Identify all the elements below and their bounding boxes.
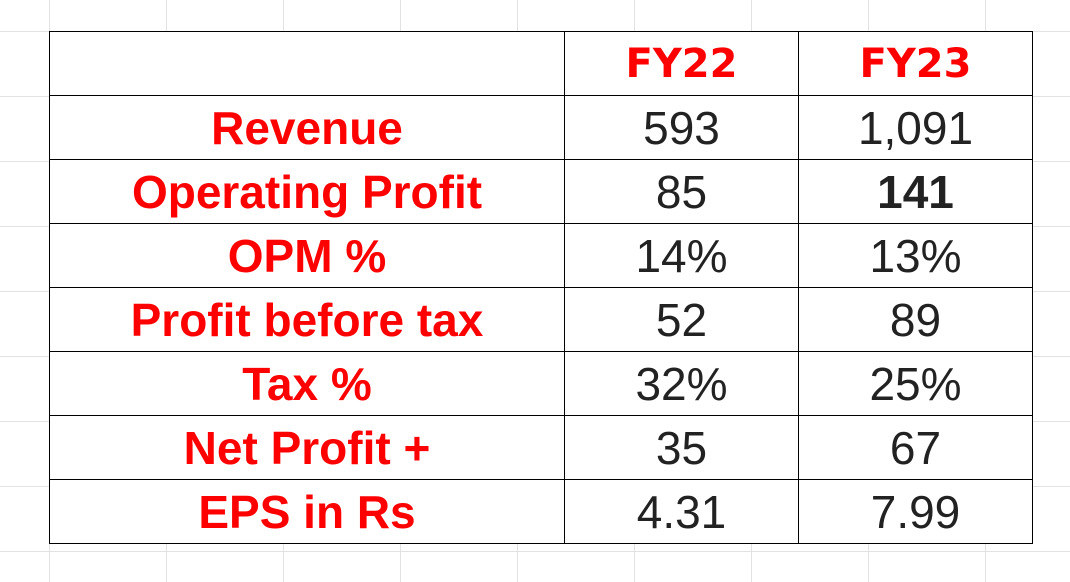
cell-net-profit-fy22[interactable]: 35 <box>564 415 799 480</box>
row-label-profit-before-tax[interactable]: Profit before tax <box>49 287 565 352</box>
cell-net-profit-fy23[interactable]: 67 <box>798 415 1033 480</box>
cell-operating-profit-fy22[interactable]: 85 <box>564 159 799 224</box>
table-row-net-profit: Net Profit + 35 67 <box>49 415 1033 480</box>
table-row-operating-profit: Operating Profit 85 141 <box>49 159 1033 224</box>
financial-summary-table: FY22 FY23 Revenue 593 1,091 Operating Pr… <box>49 31 1033 544</box>
header-row: FY22 FY23 <box>49 31 1033 96</box>
cell-eps-fy23[interactable]: 7.99 <box>798 479 1033 544</box>
table-row-profit-before-tax: Profit before tax 52 89 <box>49 287 1033 352</box>
table-row-eps: EPS in Rs 4.31 7.99 <box>49 479 1033 544</box>
header-fy23[interactable]: FY23 <box>798 31 1033 96</box>
row-label-operating-profit[interactable]: Operating Profit <box>49 159 565 224</box>
cell-profit-before-tax-fy23[interactable]: 89 <box>798 287 1033 352</box>
header-fy22[interactable]: FY22 <box>564 31 799 96</box>
row-label-opm[interactable]: OPM % <box>49 223 565 288</box>
cell-tax-fy22[interactable]: 32% <box>564 351 799 416</box>
cell-revenue-fy23[interactable]: 1,091 <box>798 95 1033 160</box>
cell-tax-fy23[interactable]: 25% <box>798 351 1033 416</box>
table-row-revenue: Revenue 593 1,091 <box>49 95 1033 160</box>
table-row-tax: Tax % 32% 25% <box>49 351 1033 416</box>
cell-eps-fy22[interactable]: 4.31 <box>564 479 799 544</box>
cell-revenue-fy22[interactable]: 593 <box>564 95 799 160</box>
header-blank-cell[interactable] <box>49 31 565 96</box>
cell-profit-before-tax-fy22[interactable]: 52 <box>564 287 799 352</box>
row-label-tax[interactable]: Tax % <box>49 351 565 416</box>
row-label-revenue[interactable]: Revenue <box>49 95 565 160</box>
cell-opm-fy22[interactable]: 14% <box>564 223 799 288</box>
cell-operating-profit-fy23[interactable]: 141 <box>798 159 1033 224</box>
row-label-eps[interactable]: EPS in Rs <box>49 479 565 544</box>
cell-opm-fy23[interactable]: 13% <box>798 223 1033 288</box>
table-row-opm: OPM % 14% 13% <box>49 223 1033 288</box>
row-label-net-profit[interactable]: Net Profit + <box>49 415 565 480</box>
